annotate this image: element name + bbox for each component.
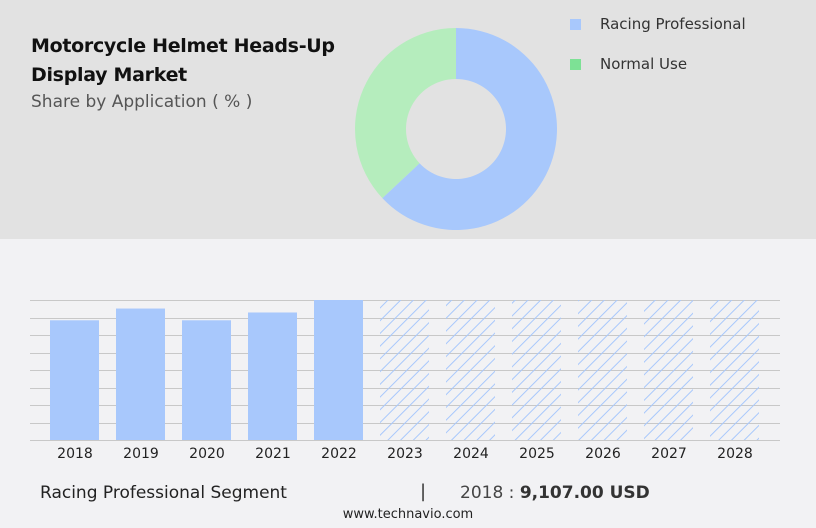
source-url: www.technavio.com — [342, 507, 474, 522]
legend-label: Racing Professional — [600, 15, 746, 33]
legend-swatch-racing — [570, 18, 581, 30]
x-tick-label: 2018 — [57, 446, 93, 462]
title-line-1: Motorcycle Helmet Heads-Up — [31, 35, 335, 57]
footer-separator: | — [420, 481, 427, 502]
x-tick-label: 2024 — [453, 446, 489, 462]
bar-2025 — [512, 300, 561, 440]
title-line-2: Display Market — [31, 64, 187, 86]
bar-2026 — [578, 300, 627, 440]
x-tick-label: 2022 — [321, 446, 357, 462]
x-tick-label: 2020 — [189, 446, 225, 462]
segment-label: Racing Professional Segment — [40, 483, 287, 503]
x-tick-label: 2027 — [651, 446, 687, 462]
x-tick-label: 2026 — [585, 446, 621, 462]
donut-chart — [355, 28, 557, 230]
page-title: Motorcycle Helmet Heads-Up Display Marke… — [31, 32, 335, 90]
legend-item-racing: Racing Professional — [570, 14, 746, 34]
x-tick-label: 2021 — [255, 446, 291, 462]
bar-2018 — [50, 320, 99, 440]
segment-year: 2018 : — [460, 483, 515, 503]
x-tick-label: 2028 — [717, 446, 753, 462]
x-tick-label: 2019 — [123, 446, 159, 462]
bar-2021 — [248, 312, 297, 440]
bar-2027 — [644, 300, 693, 440]
x-tick-label: 2023 — [387, 446, 423, 462]
donut-slice-racing-professional — [382, 28, 557, 230]
legend-label: Normal Use — [600, 55, 688, 73]
bar-2020 — [182, 320, 231, 440]
donut-slice-normal-use — [355, 28, 456, 199]
x-tick-label: 2025 — [519, 446, 555, 462]
legend-swatch-normal — [570, 58, 581, 70]
legend: Racing Professional Normal Use — [570, 14, 746, 94]
bar-2024 — [446, 300, 495, 440]
legend-item-normal: Normal Use — [570, 54, 746, 74]
segment-value: 2018 : 9,107.00 USD — [460, 483, 650, 503]
bar-2019 — [116, 308, 165, 440]
bar-2028 — [710, 300, 759, 440]
bar-2022 — [314, 300, 363, 440]
segment-amount: 9,107.00 USD — [519, 483, 650, 503]
bar-2023 — [380, 300, 429, 440]
chart-subtitle: Share by Application ( % ) — [31, 92, 253, 112]
